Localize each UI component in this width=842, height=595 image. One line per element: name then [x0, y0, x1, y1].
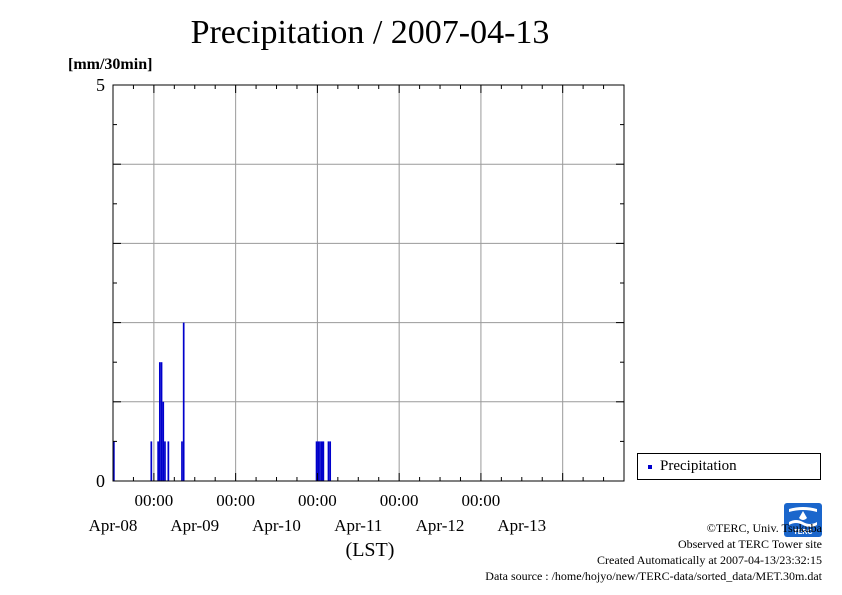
precip-bar: [157, 441, 159, 481]
copyright-text: ©TERC, Univ. Tsukuba: [706, 521, 822, 535]
x-date-label: Apr-13: [497, 516, 546, 535]
precip-bar: [162, 401, 165, 481]
precip-bar: [327, 441, 330, 481]
precipitation-bars: [113, 322, 332, 481]
created-text: Created Automatically at 2007-04-13/23:3…: [597, 553, 822, 567]
legend-label: Precipitation: [660, 458, 737, 474]
plot-frame: [112, 84, 625, 482]
precip-bar: [319, 441, 321, 481]
terc-logo: TERC: [784, 503, 822, 537]
x-time-label: 00:00: [462, 491, 501, 510]
precip-bar: [322, 441, 325, 481]
precip-bar: [320, 441, 323, 481]
precip-bar: [167, 441, 170, 481]
precip-bar: [150, 441, 153, 481]
chart-title: Precipitation / 2007-04-13: [190, 14, 550, 51]
x-time-label: 00:00: [135, 491, 174, 510]
site-text: Observed at TERC Tower site: [677, 537, 822, 551]
legend: Precipitation: [637, 453, 821, 480]
precip-bar: [164, 441, 166, 481]
source-text: Data source : /home/hojyo/new/TERC-data/…: [485, 569, 822, 583]
logo-text: TERC: [793, 529, 812, 536]
x-date-label: Apr-11: [334, 516, 382, 535]
x-date-label: Apr-12: [416, 516, 465, 535]
axis-ticks: [112, 84, 625, 482]
precip-bar: [317, 441, 320, 481]
precip-bar: [181, 441, 183, 481]
x-date-label: Apr-10: [252, 516, 301, 535]
axis-labels: 0 5 00:00 00:00 00:00 00:00 00:00 Apr-08 Apr-09 A…: [89, 75, 547, 561]
x-time-label: 00:00: [298, 491, 337, 510]
y-unit-label: [mm/30min]: [68, 56, 153, 73]
legend-swatch: [648, 465, 652, 469]
precip-bar: [160, 362, 163, 481]
x-date-label: Apr-08: [89, 516, 138, 535]
x-time-label: 00:00: [216, 491, 255, 510]
y-tick-label: 5: [96, 75, 105, 95]
grid-lines: [113, 85, 624, 481]
precip-bar: [113, 441, 115, 481]
precip-bar: [182, 322, 185, 481]
y-tick-label: 0: [96, 471, 105, 491]
x-date-label: Apr-09: [170, 516, 219, 535]
credits-block: ©TERC, Univ. Tsukuba Observed at TERC To…: [485, 520, 822, 584]
x-time-label: 00:00: [380, 491, 419, 510]
precip-bar: [158, 362, 161, 481]
precip-bar: [329, 441, 332, 481]
precip-bar: [315, 441, 318, 481]
x-axis-label: (LST): [346, 539, 395, 561]
